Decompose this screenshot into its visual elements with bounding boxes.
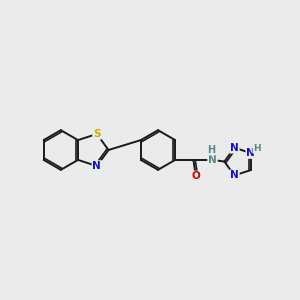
Text: N: N	[208, 155, 217, 165]
Text: N: N	[230, 170, 239, 180]
Text: N: N	[230, 143, 239, 153]
Text: S: S	[93, 129, 100, 139]
Text: N: N	[246, 148, 255, 158]
Text: O: O	[192, 171, 200, 182]
Text: N: N	[92, 161, 101, 171]
Text: H: H	[253, 144, 260, 153]
Text: H: H	[207, 145, 215, 155]
